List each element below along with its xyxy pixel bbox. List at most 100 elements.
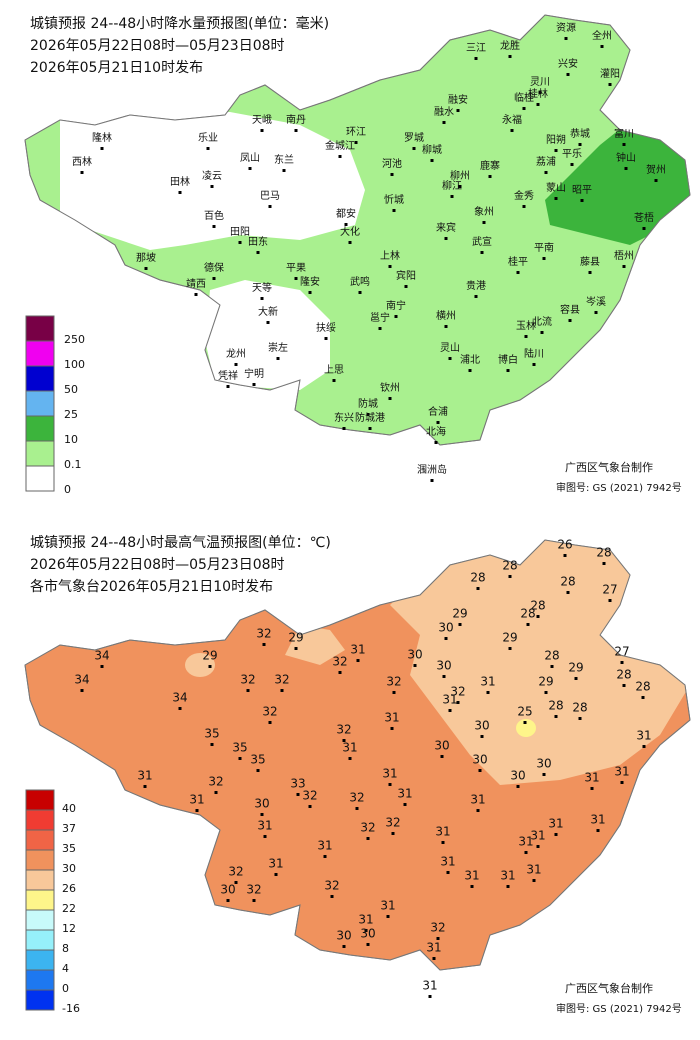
city-label: 巴马	[260, 190, 280, 202]
city-dot	[458, 185, 462, 188]
temperature-label: 32	[246, 883, 261, 897]
temperature-label: 29	[288, 631, 303, 645]
city-label: 金城江	[325, 139, 355, 152]
city-label: 恭城	[570, 128, 590, 140]
legend-swatch	[25, 440, 55, 467]
city-dot	[522, 107, 526, 110]
temperature-label: 28	[544, 649, 559, 663]
city-dot	[486, 691, 490, 694]
city-label: 德保	[204, 261, 224, 274]
city-dot	[608, 83, 612, 86]
city-dot	[348, 757, 352, 760]
city-dot	[480, 735, 484, 738]
city-dot	[178, 191, 182, 194]
temperature-label: 31	[358, 913, 373, 927]
city-label: 梧州	[614, 249, 634, 262]
map-issued: 各市气象台2026年05月21日10时发布	[30, 578, 273, 595]
temperature-label: 32	[208, 775, 223, 789]
city-dot	[268, 721, 272, 724]
city-label: 钟山	[616, 151, 636, 164]
temperature-label: 32	[430, 921, 445, 935]
city-dot	[294, 129, 298, 132]
city-dot	[80, 689, 84, 692]
city-dot	[570, 163, 574, 166]
city-dot	[256, 769, 260, 772]
city-dot	[342, 739, 346, 742]
city-dot	[444, 637, 448, 640]
temperature-label: 31	[518, 835, 533, 849]
temperature-label: 28	[596, 546, 611, 560]
temperature-label: 31	[442, 693, 457, 707]
city-dot	[488, 175, 492, 178]
city-dot	[523, 721, 527, 724]
legend-label: 30	[62, 862, 76, 875]
city-dot	[366, 413, 370, 416]
city-dot	[252, 383, 256, 386]
city-label: 岑溪	[586, 296, 606, 308]
temperature-label: 32	[302, 789, 317, 803]
city-dot	[308, 805, 312, 808]
legend-swatch	[25, 929, 55, 951]
city-label: 宾阳	[396, 269, 416, 282]
city-dot	[366, 837, 370, 840]
temperature-label: 31	[480, 675, 495, 689]
city-label: 田东	[248, 235, 268, 248]
legend-swatch	[25, 849, 55, 871]
city-dot	[474, 57, 478, 60]
city-label: 阳朔	[546, 133, 566, 146]
city-label: 崇左	[268, 341, 288, 354]
city-dot	[212, 277, 216, 280]
temperature-label: 31	[257, 819, 272, 833]
city-label: 凤山	[240, 152, 260, 164]
temperature-label: 25	[517, 705, 532, 719]
legend-label: 22	[62, 902, 76, 915]
city-dot	[444, 237, 448, 240]
city-label: 龙州	[226, 347, 246, 360]
city-label: 乐业	[198, 132, 218, 144]
temperature-label: 30	[407, 648, 422, 662]
legend-swatch	[25, 949, 55, 971]
legend-label: 8	[62, 942, 69, 955]
map-title: 城镇预报 24--48小时最高气温预报图(单位：℃)	[30, 534, 331, 551]
city-label: 陆川	[524, 347, 544, 360]
city-label: 龙胜	[500, 39, 520, 52]
city-dot	[394, 315, 398, 318]
city-label: 邕宁	[370, 311, 390, 324]
temperature-label: 28	[548, 699, 563, 713]
temperature-label: 31	[526, 863, 541, 877]
city-label: 融安	[448, 93, 468, 106]
city-dot	[526, 623, 530, 626]
city-label: 北流	[532, 315, 552, 328]
city-dot	[476, 587, 480, 590]
temperature-label: 31	[500, 869, 515, 883]
temperature-label: 31	[435, 825, 450, 839]
city-dot	[268, 205, 272, 208]
city-dot	[524, 335, 528, 338]
city-dot	[506, 885, 510, 888]
city-dot	[540, 331, 544, 334]
temperature-label: 32	[256, 627, 271, 641]
city-dot	[358, 291, 362, 294]
city-dot	[436, 937, 440, 940]
city-label: 桂林	[528, 87, 548, 100]
city-label: 罗城	[404, 132, 424, 144]
city-dot	[234, 363, 238, 366]
credit: 广西区气象台制作	[565, 981, 653, 995]
credit: 广西区气象台制作	[565, 460, 653, 474]
temperature-label: 31	[384, 711, 399, 725]
legend-swatch	[25, 909, 55, 931]
city-label: 柳江	[442, 179, 462, 192]
city-dot	[482, 221, 486, 224]
city-dot	[430, 479, 434, 482]
city-dot	[594, 311, 598, 314]
city-dot	[388, 265, 392, 268]
city-dot	[440, 755, 444, 758]
temperature-label: 35	[250, 753, 265, 767]
city-dot	[246, 689, 250, 692]
temperature-label: 31	[636, 729, 651, 743]
temperature-label: 31	[189, 793, 204, 807]
city-dot	[622, 265, 626, 268]
city-dot	[330, 895, 334, 898]
city-label: 博白	[498, 353, 518, 366]
legend-label: 10	[64, 433, 78, 446]
